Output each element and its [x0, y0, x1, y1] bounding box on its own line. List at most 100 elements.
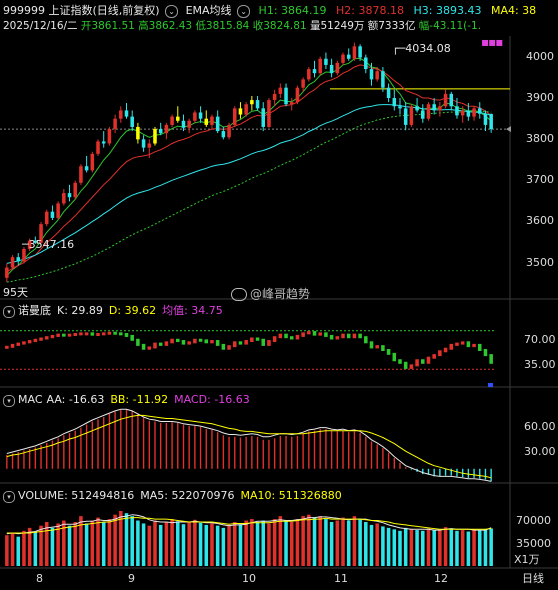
chevron-down-icon[interactable]: ⌄ [165, 5, 179, 18]
kdj-bar [107, 331, 112, 335]
volume-bar [341, 517, 345, 566]
kdj-name[interactable]: 诺曼底 [18, 304, 51, 317]
candle-body [267, 100, 271, 127]
volume-bar [181, 524, 186, 566]
candle-body [10, 257, 15, 268]
volume-bar [79, 516, 83, 566]
kdj-bar [426, 356, 431, 364]
volume-bar [147, 525, 152, 566]
kdj-bar [295, 334, 300, 340]
security-title[interactable]: 999999 上证指数(日线,前复权) [3, 4, 160, 17]
kdj-avg-label: 均值: 34.75 [162, 304, 223, 317]
candle-body [272, 93, 277, 101]
candle-body [5, 267, 9, 278]
volume-bar [176, 521, 180, 566]
volume-bar [381, 526, 385, 566]
volume-bar [39, 525, 43, 566]
kdj-bar [16, 342, 21, 346]
kdj-bar [119, 332, 123, 336]
macd-name[interactable]: MAC [18, 393, 43, 406]
candle-body [227, 124, 231, 138]
candle-body [181, 120, 186, 128]
volume-bar [221, 527, 226, 566]
kdj-bar [5, 345, 9, 349]
volume-bar [364, 522, 368, 566]
candle-body [295, 87, 300, 103]
candle-body [164, 124, 169, 134]
candle-body [301, 79, 305, 88]
more-dots-icon[interactable]: ▪▪▪ [481, 35, 503, 49]
candle-body [176, 116, 180, 121]
candle-body [101, 141, 106, 144]
volume-bar [324, 519, 328, 566]
kdj-bar [438, 350, 442, 357]
kdj-bar [238, 341, 243, 345]
kdj-bar [267, 340, 271, 346]
volume-bar [187, 522, 191, 566]
candle-body [403, 108, 408, 125]
candle-body [329, 64, 334, 74]
candle-body [375, 71, 379, 80]
volume-bar [267, 523, 271, 566]
close-value: 收3824.81 [252, 20, 307, 32]
high-annotation-arrow: ┌─ [392, 42, 406, 55]
kdj-bar [272, 336, 277, 343]
chevron-down-icon[interactable]: ⌄ [237, 5, 251, 18]
price-ylabel: 3800 [526, 132, 554, 145]
kdj-bar [124, 333, 129, 337]
kdj-bar [375, 345, 379, 349]
low-value: 低3815.84 [195, 20, 250, 32]
candle-body [415, 106, 419, 111]
kdj-bar [84, 332, 89, 336]
volume-bar [278, 516, 283, 566]
kdj-bar [489, 354, 493, 364]
kdj-bar [96, 333, 100, 336]
volume-bar [489, 528, 493, 566]
indicator-title[interactable]: EMA均线 [185, 4, 232, 17]
candle-body [443, 93, 448, 107]
high-value: 高3862.43 [138, 20, 193, 32]
period-button[interactable]: 日线 [522, 572, 544, 585]
volume-bar [443, 527, 448, 566]
kdj-bar [261, 338, 266, 346]
kdj-bar [215, 340, 220, 346]
settings-icon[interactable]: ▾ [3, 395, 15, 407]
volume-bar [284, 520, 288, 566]
kdj-bar [477, 343, 482, 351]
candle-body [489, 113, 493, 130]
candle-body [62, 193, 66, 204]
volume-bar [449, 529, 454, 566]
candle-body [381, 71, 385, 88]
settings-icon[interactable]: ▾ [3, 306, 15, 318]
xaxis-label: 9 [128, 572, 135, 585]
kdj-header: ▾ 诺曼底 K: 29.89 D: 39.62 均值: 34.75 [3, 304, 223, 318]
kdj-bar [50, 334, 55, 339]
settings-icon[interactable]: ▾ [3, 491, 15, 503]
volume-bar [84, 523, 89, 566]
volume-bar [289, 522, 294, 566]
candle-body [221, 131, 226, 138]
candle-body [193, 112, 197, 121]
volume-bar [62, 520, 66, 566]
kdj-bar [44, 336, 49, 340]
kdj-bar [210, 340, 214, 344]
volume-bar [318, 516, 322, 566]
candle-body [358, 46, 362, 58]
candle-body [335, 62, 340, 74]
volume-bar [73, 522, 77, 566]
candle-body [67, 193, 72, 198]
vol-ma5-label: MA5: 522070976 [140, 489, 235, 502]
macd-bb-label: BB: -11.92 [110, 393, 169, 406]
macd-label: MACD: -16.63 [174, 393, 250, 406]
kdj-bar [176, 338, 180, 343]
kdj-bar [39, 337, 43, 341]
kdj-bar [421, 359, 425, 364]
volume-bar [27, 527, 32, 566]
kdj-ylabel: 70.00 [524, 333, 556, 346]
volume-bar [250, 519, 254, 566]
kdj-bar [221, 343, 226, 350]
volume-ylabel: 35000 [516, 537, 551, 550]
h3-value: H3: 3893.43 [413, 4, 482, 17]
candle-body [250, 100, 254, 105]
